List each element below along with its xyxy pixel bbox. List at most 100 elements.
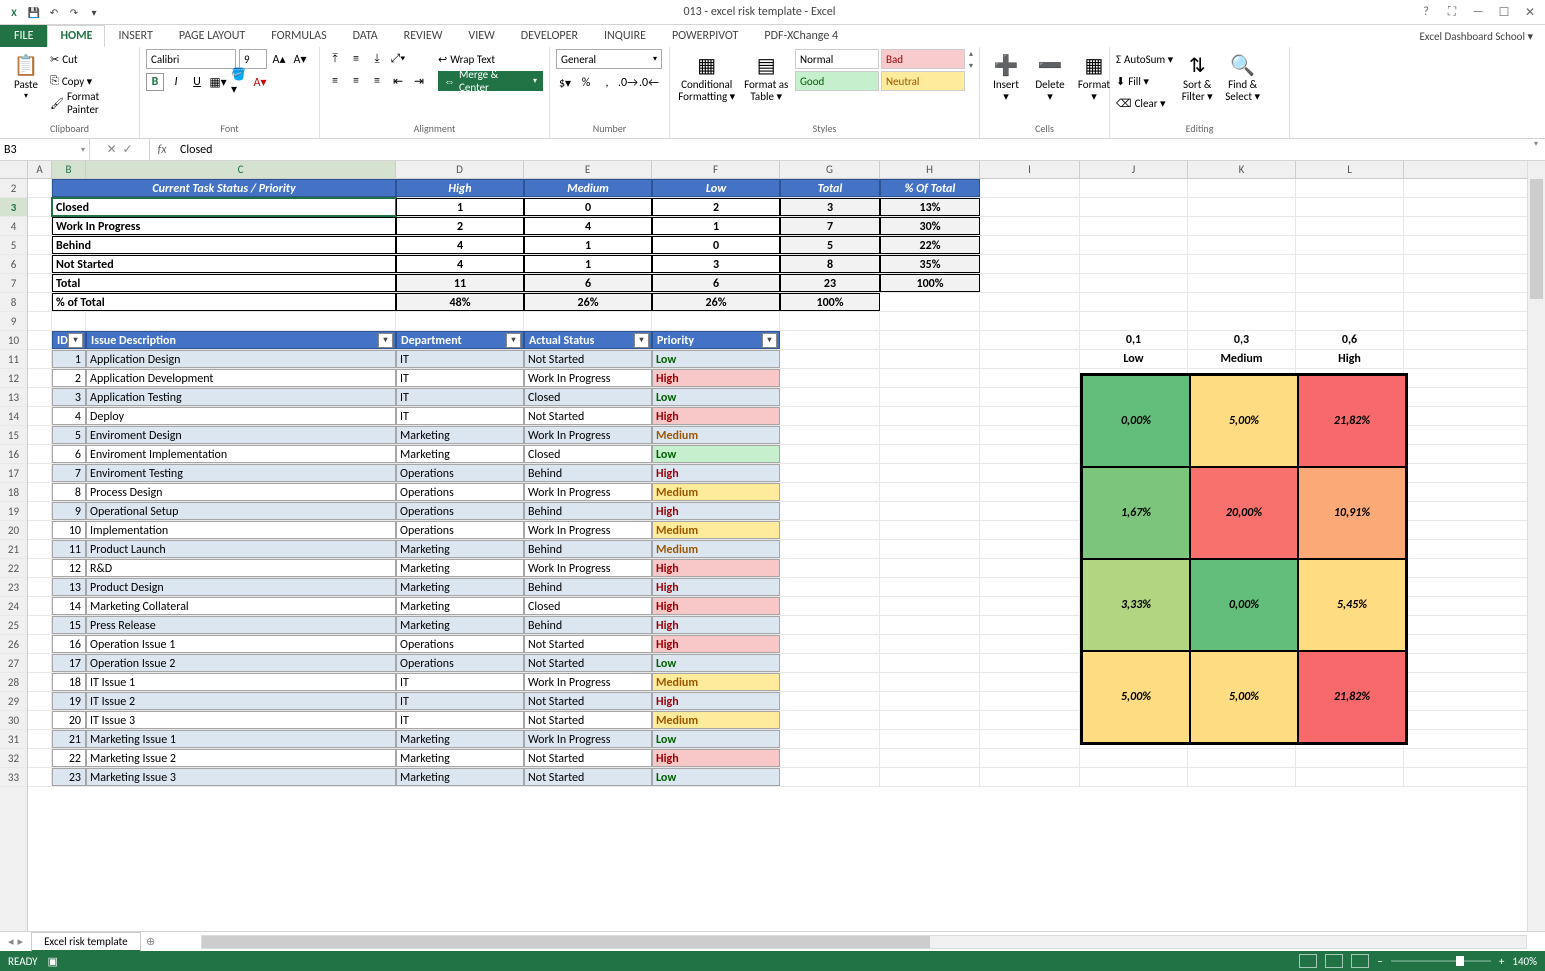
cell[interactable]: Work In Progress: [524, 426, 652, 444]
cell[interactable]: Product Design: [86, 578, 396, 596]
cell[interactable]: [780, 540, 880, 558]
cell[interactable]: [1296, 236, 1404, 254]
cell[interactable]: 0,3: [1188, 331, 1296, 349]
cell[interactable]: 1: [52, 350, 86, 368]
cell[interactable]: Enviroment Implementation: [86, 445, 396, 463]
ribbon-tab-page-layout[interactable]: PAGE LAYOUT: [166, 25, 258, 47]
cell[interactable]: [980, 483, 1080, 501]
macro-record-icon[interactable]: ▣: [48, 955, 58, 968]
cell[interactable]: [780, 502, 880, 520]
cell[interactable]: Marketing Issue 3: [86, 768, 396, 786]
cell[interactable]: [28, 350, 52, 368]
col-header-L[interactable]: L: [1296, 161, 1404, 178]
align-center-icon[interactable]: ≡: [347, 72, 365, 90]
cell[interactable]: 4: [52, 407, 86, 425]
col-header-C[interactable]: C: [86, 161, 396, 178]
fx-icon[interactable]: fx: [150, 139, 174, 160]
row-header-17[interactable]: 17: [0, 464, 27, 483]
cell[interactable]: Product Launch: [86, 540, 396, 558]
align-right-icon[interactable]: ≡: [368, 72, 386, 90]
cell[interactable]: ID▾: [52, 331, 86, 349]
ribbon-tab-home[interactable]: HOME: [47, 25, 105, 47]
cell[interactable]: [880, 673, 980, 691]
col-header-D[interactable]: D: [396, 161, 524, 178]
cell[interactable]: Medium: [652, 483, 780, 501]
percent-icon[interactable]: %: [577, 74, 595, 92]
close-icon[interactable]: ✕: [1521, 5, 1539, 20]
fill-button[interactable]: ⬇Fill ▾: [1116, 71, 1173, 91]
worksheet-grid[interactable]: ABCDEFGHIJKL 234567891011121314151617181…: [0, 161, 1545, 931]
view-break-icon[interactable]: [1351, 954, 1369, 968]
cell[interactable]: [524, 312, 652, 330]
font-color-button[interactable]: A▾: [251, 73, 269, 91]
cell[interactable]: [980, 369, 1080, 387]
cell[interactable]: High: [652, 464, 780, 482]
file-tab[interactable]: FILE: [0, 25, 47, 47]
cell[interactable]: [880, 350, 980, 368]
cell[interactable]: Operational Setup: [86, 502, 396, 520]
cell[interactable]: High: [1296, 350, 1404, 368]
cell[interactable]: [1080, 236, 1188, 254]
cell[interactable]: IT: [396, 673, 524, 691]
row-header-10[interactable]: 10: [0, 331, 27, 350]
fill-color-button[interactable]: 🪣▾: [230, 73, 248, 91]
row-header-26[interactable]: 26: [0, 635, 27, 654]
cell[interactable]: Not Started: [524, 768, 652, 786]
cell[interactable]: [28, 426, 52, 444]
cell[interactable]: 30%: [880, 217, 980, 235]
cell[interactable]: % Of Total: [880, 179, 980, 197]
cell[interactable]: R&D: [86, 559, 396, 577]
find-select-button[interactable]: 🔍Find & Select ▾: [1221, 49, 1264, 105]
cell[interactable]: Marketing: [396, 616, 524, 634]
row-header-13[interactable]: 13: [0, 388, 27, 407]
ribbon-tab-powerpivot[interactable]: POWERPIVOT: [659, 25, 751, 47]
cell[interactable]: [980, 464, 1080, 482]
filter-dropdown-icon[interactable]: ▾: [762, 333, 777, 348]
cell[interactable]: High: [652, 578, 780, 596]
cell[interactable]: Issue Description▾: [86, 331, 396, 349]
cell[interactable]: [780, 369, 880, 387]
cell[interactable]: Low: [652, 768, 780, 786]
delete-button[interactable]: ➖Delete ▾: [1030, 49, 1070, 105]
sort-filter-button[interactable]: ⇅Sort & Filter ▾: [1177, 49, 1217, 105]
col-header-E[interactable]: E: [524, 161, 652, 178]
cell[interactable]: 8: [780, 255, 880, 273]
cancel-formula-icon[interactable]: ✕: [106, 142, 116, 157]
cell[interactable]: Press Release: [86, 616, 396, 634]
cell[interactable]: Current Task Status / Priority: [52, 179, 396, 197]
col-header-K[interactable]: K: [1188, 161, 1296, 178]
cell[interactable]: 23: [780, 274, 880, 292]
cell[interactable]: Operations: [396, 464, 524, 482]
cell[interactable]: [880, 312, 980, 330]
cell[interactable]: Operations: [396, 654, 524, 672]
style-good[interactable]: Good: [795, 71, 879, 91]
row-header-12[interactable]: 12: [0, 369, 27, 388]
cell[interactable]: % of Total: [52, 293, 396, 311]
sheet-nav-next-icon[interactable]: ▸: [18, 935, 24, 948]
select-all-corner[interactable]: [0, 161, 28, 178]
cell[interactable]: [1080, 255, 1188, 273]
cell[interactable]: 17: [52, 654, 86, 672]
cell[interactable]: 3: [780, 198, 880, 216]
cell[interactable]: [1296, 198, 1404, 216]
cell[interactable]: [980, 255, 1080, 273]
clear-button[interactable]: ⌫Clear ▾: [1116, 93, 1173, 113]
cell[interactable]: [880, 388, 980, 406]
cell[interactable]: 8: [52, 483, 86, 501]
merge-center-button[interactable]: ⇔Merge & Center▾: [438, 71, 543, 91]
cell[interactable]: [880, 502, 980, 520]
cell[interactable]: [980, 540, 1080, 558]
cell[interactable]: IT: [396, 388, 524, 406]
cell[interactable]: [28, 331, 52, 349]
cell[interactable]: [780, 730, 880, 748]
row-header-22[interactable]: 22: [0, 559, 27, 578]
cell[interactable]: 2: [396, 217, 524, 235]
cell[interactable]: 13%: [880, 198, 980, 216]
cell[interactable]: 23: [52, 768, 86, 786]
cell[interactable]: [1296, 179, 1404, 197]
row-header-16[interactable]: 16: [0, 445, 27, 464]
cell[interactable]: 11: [52, 540, 86, 558]
cell[interactable]: [1080, 274, 1188, 292]
cell[interactable]: 18: [52, 673, 86, 691]
cell[interactable]: [1080, 293, 1188, 311]
